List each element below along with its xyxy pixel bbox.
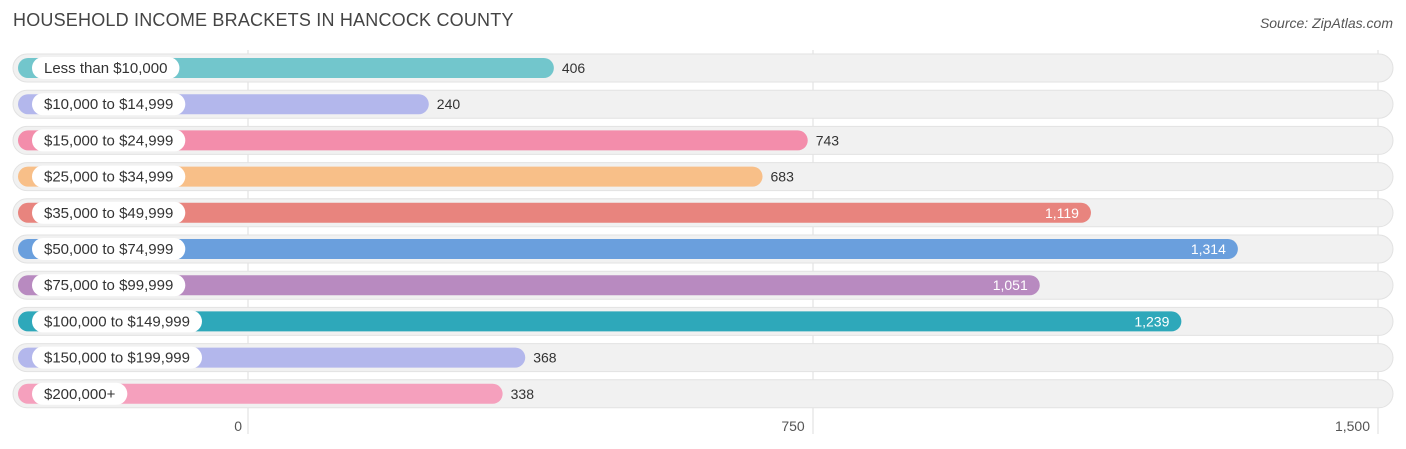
value-label: 338 [511, 386, 535, 402]
category-label: $200,000+ [44, 386, 116, 403]
chart-source: Source: ZipAtlas.com [1259, 15, 1393, 31]
bar-row: $35,000 to $49,999 1,119 [12, 198, 1394, 228]
value-label: 1,239 [1134, 313, 1169, 329]
bar-row: $25,000 to $34,999 683 [12, 162, 1394, 192]
bars: Less than $10,000 406 $10,000 to $14,999 24… [12, 53, 1394, 409]
bar [18, 202, 1091, 223]
category-label: Less than $10,000 [44, 60, 167, 77]
x-tick-label: 0 [234, 418, 242, 434]
category-label-pill [32, 201, 186, 224]
category-label: $25,000 to $34,999 [44, 169, 173, 186]
value-label: 1,051 [993, 277, 1028, 293]
category-label-pill [32, 129, 186, 152]
value-label: 1,314 [1191, 241, 1226, 257]
category-label-pill [32, 93, 186, 116]
category-label-pill [32, 238, 186, 260]
bar [18, 275, 1040, 296]
category-label: $50,000 to $74,999 [44, 241, 173, 258]
category-label-pill [32, 165, 186, 188]
bar-row: $150,000 to $199,999 368 [12, 343, 1394, 373]
category-label: $10,000 to $14,999 [44, 96, 173, 113]
value-label: 1,119 [1045, 205, 1079, 221]
chart-title: HOUSEHOLD INCOME BRACKETS IN HANCOCK COU… [13, 10, 514, 30]
x-axis-ticks: 0 750 1,500 [234, 418, 1370, 434]
category-label: $15,000 to $24,999 [44, 132, 173, 149]
category-label-pill [32, 346, 202, 369]
value-label: 683 [771, 169, 795, 185]
bar-row: $100,000 to $149,999 1,239 [12, 306, 1394, 336]
category-label-pill [32, 274, 186, 297]
category-label-pill [32, 310, 202, 333]
bar-row: $15,000 to $24,999 743 [12, 125, 1394, 155]
category-label: $75,000 to $99,999 [44, 277, 173, 294]
bar [18, 311, 1182, 332]
bar-row: Less than $10,000 406 [12, 53, 1394, 83]
x-tick-label: 750 [781, 418, 805, 434]
bar-row: $50,000 to $74,999 1,314 [12, 234, 1394, 264]
bar [18, 130, 808, 151]
x-tick-label: 1,500 [1335, 418, 1370, 434]
value-label: 406 [562, 60, 586, 76]
value-label: 368 [533, 350, 557, 366]
value-label: 240 [437, 96, 461, 112]
category-label-pill [32, 57, 180, 79]
value-label: 743 [816, 132, 840, 148]
bar [18, 383, 503, 404]
bar-row: $10,000 to $14,999 240 [12, 89, 1394, 119]
bar [18, 166, 763, 187]
bar [18, 239, 1238, 259]
category-label: $100,000 to $149,999 [44, 313, 190, 330]
category-label-pill [32, 382, 128, 405]
category-label: $35,000 to $49,999 [44, 205, 173, 222]
category-label: $150,000 to $199,999 [44, 350, 190, 367]
bar-row: $200,000+ 338 [12, 379, 1394, 409]
bar-row: $75,000 to $99,999 1,051 [12, 270, 1394, 300]
